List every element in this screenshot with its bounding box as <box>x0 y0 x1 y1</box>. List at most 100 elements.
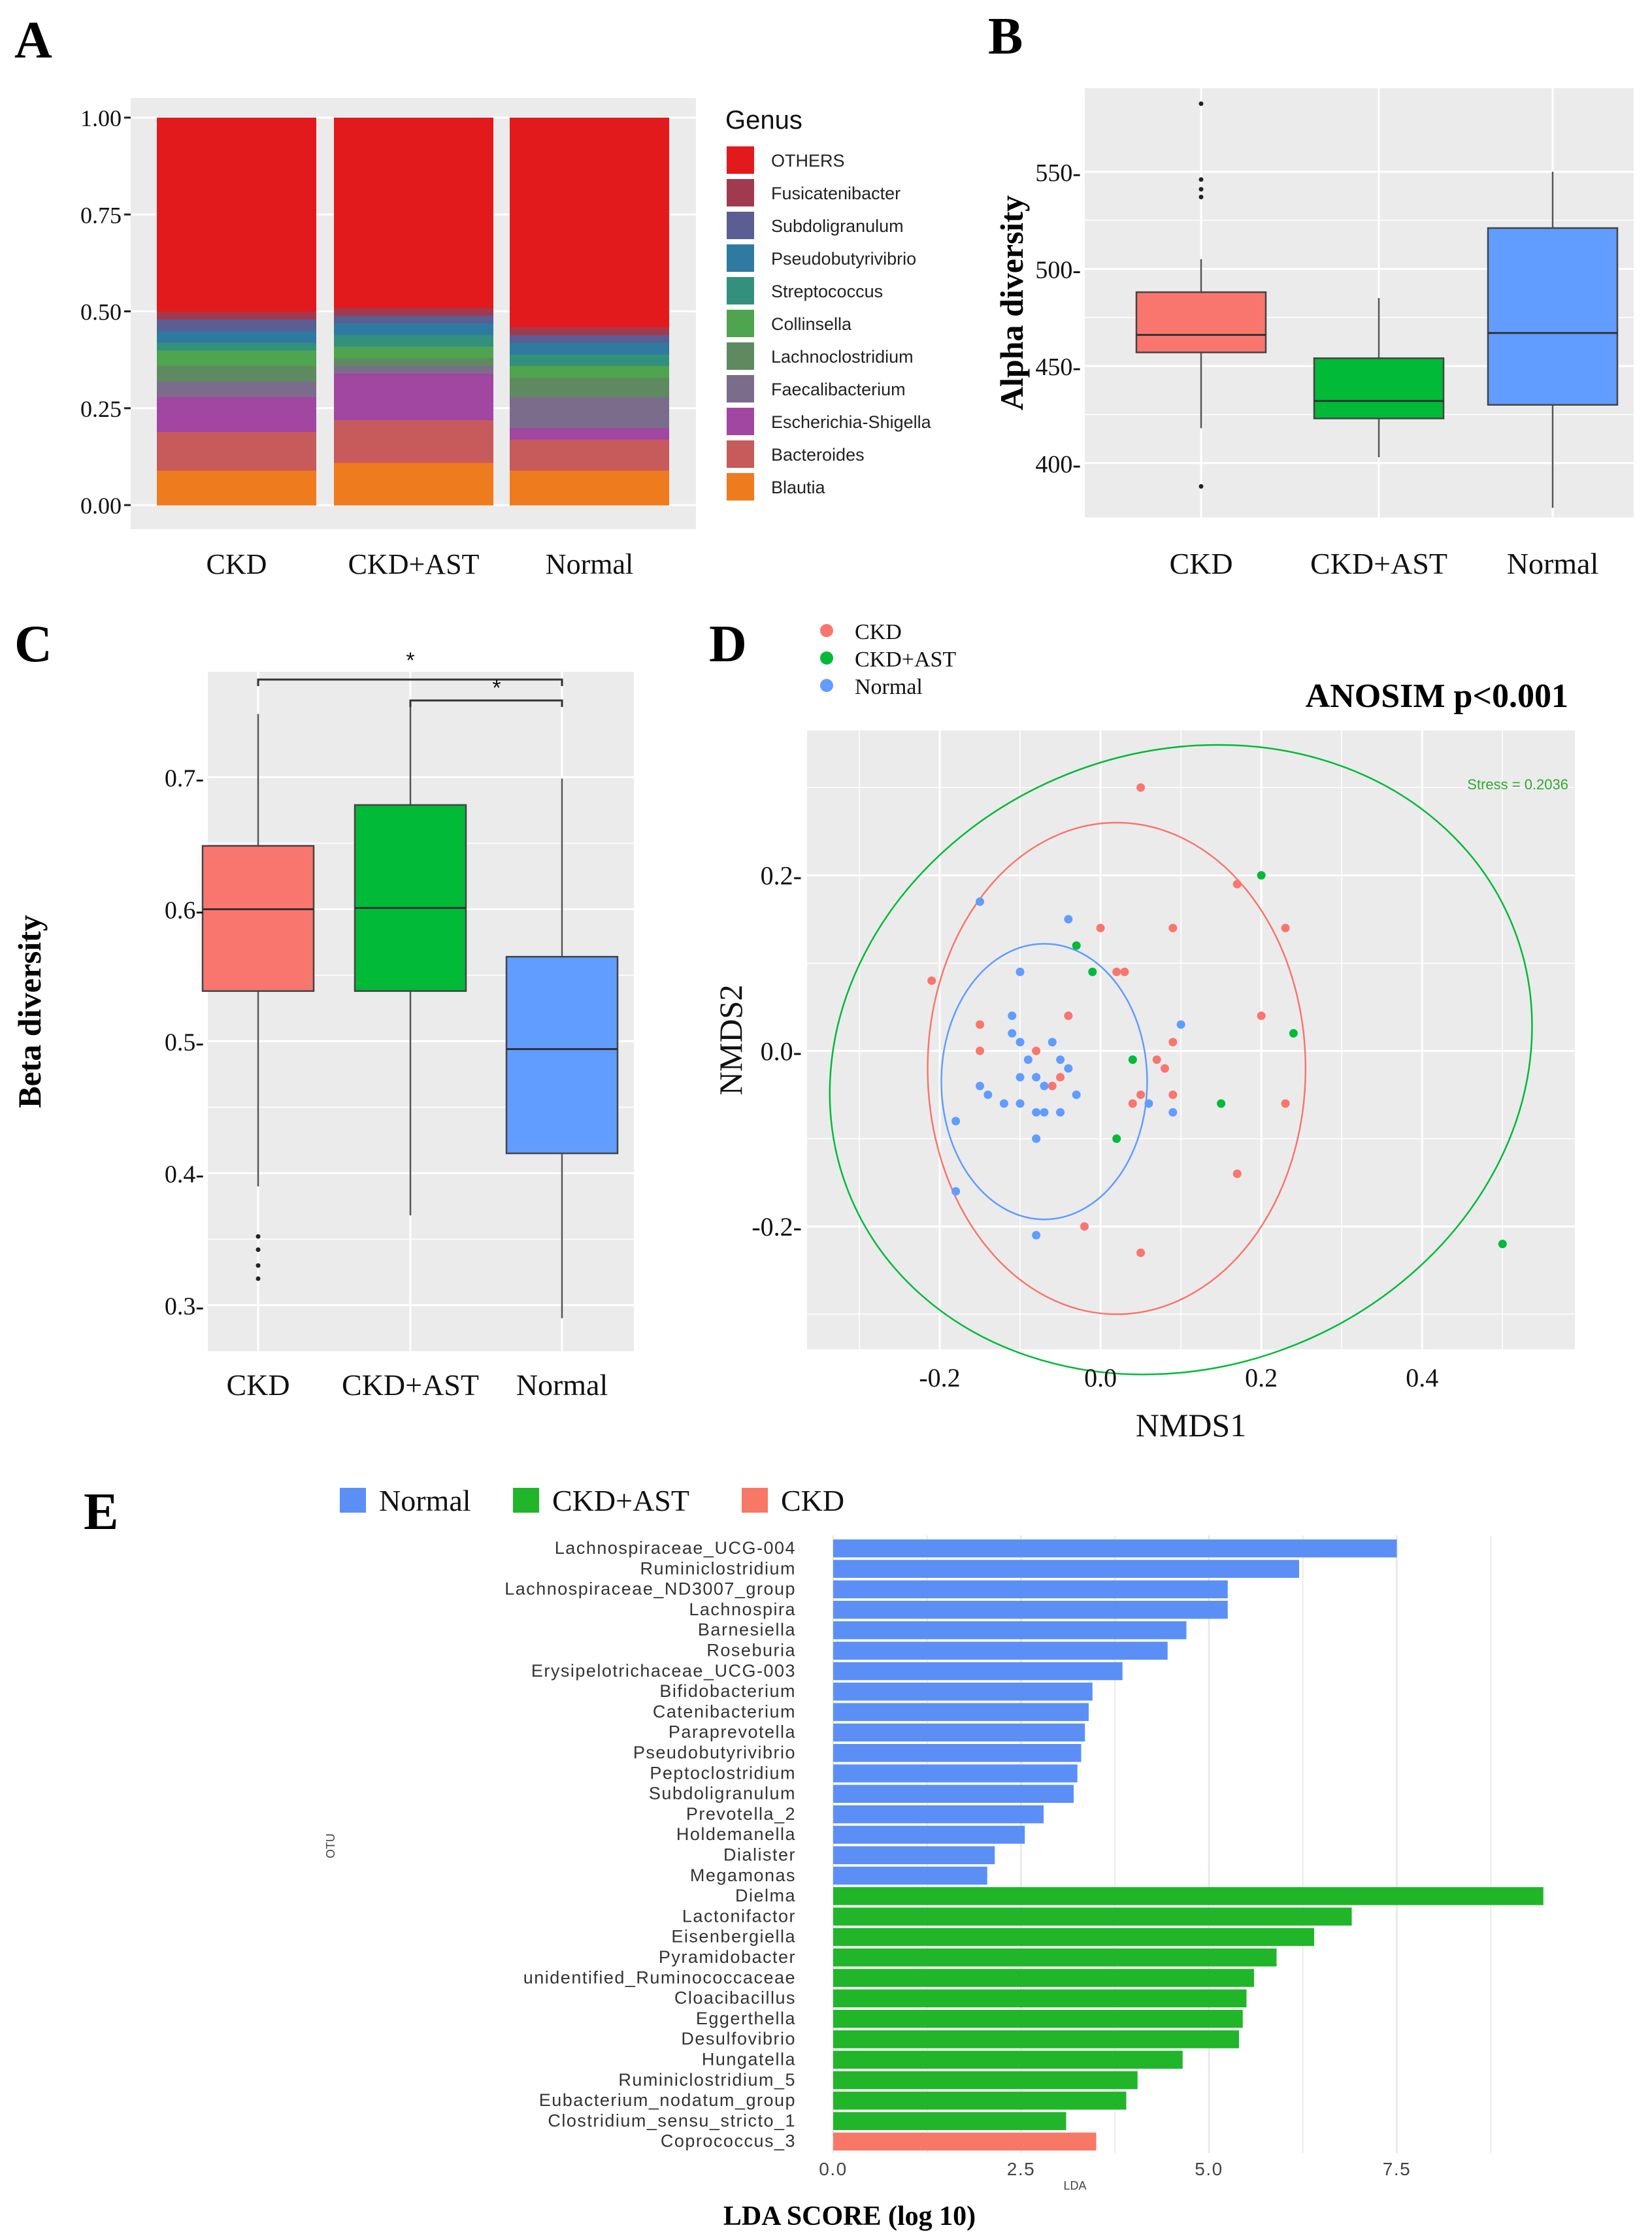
panel-a-chart: CKD CKD+AST Normal 0.00 0.25 0.50 0.75 1.00 Genu… <box>80 98 932 580</box>
bar-segment-pseudobutyrivibrio <box>157 331 316 343</box>
bar-segment-subdoligranulum <box>157 319 316 331</box>
data-point-normal <box>976 1081 985 1091</box>
data-point-ckd+ast <box>1257 871 1266 880</box>
data-point-normal <box>1032 1108 1041 1117</box>
data-point-ckd <box>1064 1011 1073 1021</box>
outlier-point <box>1198 101 1204 107</box>
data-point-ckd+ast <box>1217 1099 1226 1108</box>
y-tick-label: Hungatella <box>702 2050 796 2069</box>
legend-swatch <box>340 1488 366 1513</box>
bar-segment-faecalibacterium <box>334 365 493 374</box>
x-tick-label: 0.2 <box>1245 1363 1278 1392</box>
y-tick-label: Lachnospiraceae_UCG-004 <box>555 1538 796 1558</box>
lda-bar-ckd-ast <box>833 1887 1544 1905</box>
legend-swatch <box>727 244 754 272</box>
y-tick-label: 0.4- <box>165 1160 204 1188</box>
y-axis-title: Beta diversity <box>11 915 48 1108</box>
y-tick-label: 450- <box>1035 353 1081 381</box>
data-point-normal <box>976 897 985 906</box>
legend-label: Bacteroides <box>771 445 865 465</box>
x-tick-label: 0.4 <box>1406 1363 1438 1392</box>
y-tick-label: Ruminiclostridium_5 <box>618 2070 796 2090</box>
x-tick-label: 5.0 <box>1195 2159 1223 2179</box>
panel-label-E: E <box>84 1483 118 1541</box>
outlier-point <box>1198 187 1204 192</box>
data-point-ckd <box>1168 1090 1178 1099</box>
x-tick-label: CKD <box>1169 547 1232 580</box>
lda-bar-ckd-ast <box>833 1969 1254 1987</box>
y-tick-label: 400- <box>1035 451 1081 478</box>
legend-swatch <box>727 146 754 174</box>
y-tick-label: 0.5- <box>165 1028 204 1056</box>
legend-label: Normal <box>379 1484 471 1517</box>
data-point-ckd+ast <box>1498 1240 1507 1249</box>
y-tick-label: Barnesiella <box>698 1620 796 1639</box>
legend-label: OTHERS <box>771 151 845 171</box>
y-tick-label: Coprococcus_3 <box>661 2131 796 2151</box>
x-tick-label: 7.5 <box>1383 2159 1411 2179</box>
y-tick-label: Catenibacterium <box>653 1702 796 1721</box>
x-tick-label: CKD+AST <box>348 548 480 580</box>
bar-segment-lachnoclostridium <box>334 357 493 367</box>
data-point-ckd <box>1281 923 1290 932</box>
data-point-ckd <box>1232 880 1242 889</box>
x-axis-title: NMDS1 <box>1136 1407 1246 1443</box>
y-tick-label: Eisenbergiella <box>671 1927 796 1947</box>
x-tick-label: Normal <box>516 1368 608 1402</box>
y-tick-label: Erysipelotrichaceae_UCG-003 <box>531 1661 796 1681</box>
bar-segment-others <box>157 118 316 312</box>
y-tick-label: 0.2- <box>761 861 802 891</box>
legend-label: Collinsella <box>771 314 852 334</box>
data-point-ckd <box>1136 1248 1146 1257</box>
data-point-normal <box>1008 1028 1017 1038</box>
data-point-normal <box>1056 1108 1065 1117</box>
box-ckd+ast <box>354 804 467 992</box>
x-axis-small-label: LDA <box>1063 2179 1086 2192</box>
bar-segment-bacteroides <box>334 419 493 463</box>
box-normal <box>1487 227 1619 406</box>
data-point-ckd+ast <box>1088 967 1097 976</box>
bar-segment-others <box>334 118 493 308</box>
outlier-point <box>256 1276 261 1281</box>
bar-segment-collinsella <box>510 365 669 378</box>
data-point-ckd <box>976 1020 985 1029</box>
y-tick-label: Ruminiclostridium <box>640 1558 796 1578</box>
bar-segment-collinsella <box>334 346 493 359</box>
lda-bar-normal <box>833 1539 1397 1558</box>
legend-swatch <box>513 1488 539 1513</box>
data-point-normal <box>1016 1038 1025 1047</box>
legend: Normal CKD+AST CKD <box>340 1484 844 1517</box>
legend-title: Genus <box>725 106 802 135</box>
bar-segment-streptococcus <box>157 342 316 351</box>
lda-bar-normal <box>833 1662 1123 1681</box>
legend: Genus OTHERS Fusicatenibacter Subdoligranul… <box>725 106 932 501</box>
data-point-normal <box>1040 1108 1049 1117</box>
data-point-normal <box>1056 1055 1065 1064</box>
data-point-ckd <box>1112 967 1121 976</box>
data-point-ckd <box>976 1046 985 1055</box>
bar-segment-bacteroides <box>510 439 669 471</box>
box-ckd+ast <box>1313 357 1445 419</box>
y-tick-label: Holdemanella <box>676 1824 796 1844</box>
bar-segment-streptococcus <box>334 335 493 347</box>
bar-segment-escherichia-shigella <box>157 396 316 432</box>
plot-background <box>807 731 1575 1349</box>
y-tick-label: Lactonifactor <box>682 1906 796 1926</box>
lda-bar-ckd-ast <box>833 2071 1138 2090</box>
bar-segment-bacteroides <box>157 431 316 471</box>
outlier-point <box>256 1234 261 1239</box>
lda-bar-normal <box>833 1723 1085 1742</box>
legend-swatch <box>727 277 754 304</box>
legend-swatch <box>820 651 833 665</box>
lda-bar-normal <box>833 1826 1025 1844</box>
legend-swatch <box>727 179 754 206</box>
y-tick-label: Eubacterium_nodatum_group <box>539 2090 796 2110</box>
bar-segment-blautia <box>157 470 316 506</box>
lda-bar-ckd-ast <box>833 1907 1352 1926</box>
y-tick-label: Bifidobacterium <box>659 1681 796 1701</box>
panel-label-C: C <box>14 616 52 673</box>
data-point-ckd <box>1232 1169 1242 1178</box>
bar-segment-others <box>510 118 669 327</box>
legend: CKD CKD+AST Normal <box>820 620 956 699</box>
bar-segment-lachnoclostridium <box>510 377 669 397</box>
